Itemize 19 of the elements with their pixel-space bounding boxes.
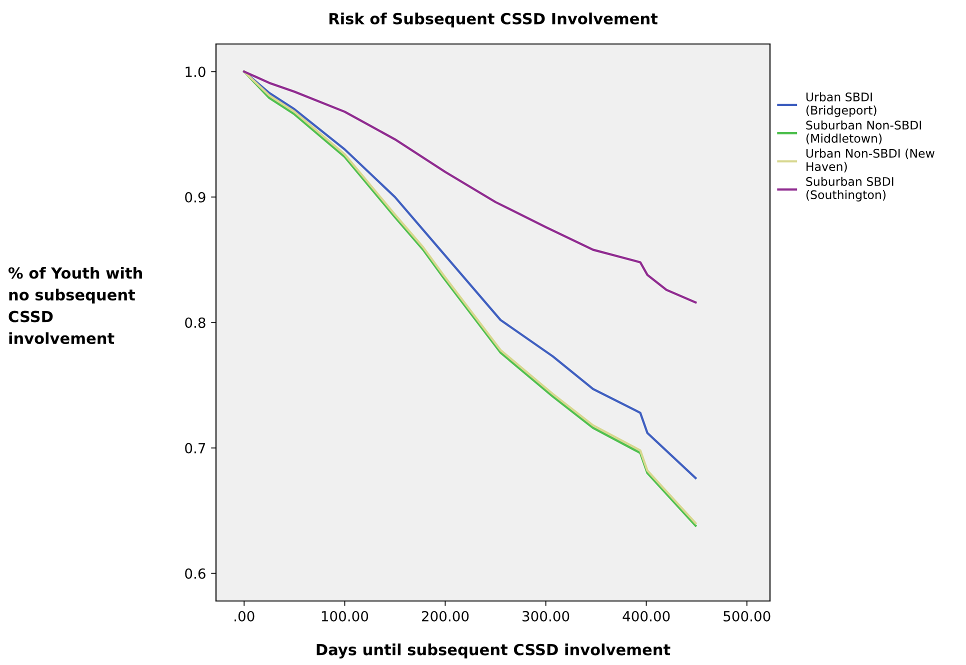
legend-label: Suburban Non-SBDI (Middletown) [806,120,921,144]
legend-label: Urban Non-SBDI (New Haven) [806,148,934,172]
y-tick-label: 0.8 [185,317,206,328]
x-axis-title: Days until subsequent CSSD involvement [316,644,670,658]
x-tick-label: 100.00 [322,610,368,622]
legend-label: Suburban SBDI (Southington) [806,176,894,202]
x-tick-label: .00 [234,610,254,622]
x-tick-label: 500.00 [724,610,770,622]
x-tick-label: 200.00 [422,610,469,622]
x-tick-label: 400.00 [622,610,670,622]
y-axis-title: % of Youth with no subsequent CSSD involvement [8,266,142,344]
chart-title: Risk of Subsequent CSSD Involvement [329,12,658,28]
x-tick-label: 300.00 [522,610,570,622]
y-tick-label: 1.0 [186,66,206,78]
y-tick-label: 0.6 [185,568,206,579]
line-series [243,70,697,304]
legend-label: Urban SBDI (Bridgeport) [806,92,876,117]
y-tick-label: 0.7 [185,442,206,454]
y-tick-label: 0.9 [185,192,206,203]
